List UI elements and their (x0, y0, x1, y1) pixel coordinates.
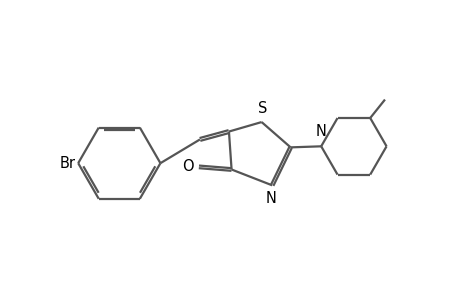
Text: N: N (265, 190, 276, 206)
Text: S: S (257, 101, 267, 116)
Text: Br: Br (59, 156, 75, 171)
Text: O: O (182, 159, 193, 174)
Text: N: N (315, 124, 326, 140)
